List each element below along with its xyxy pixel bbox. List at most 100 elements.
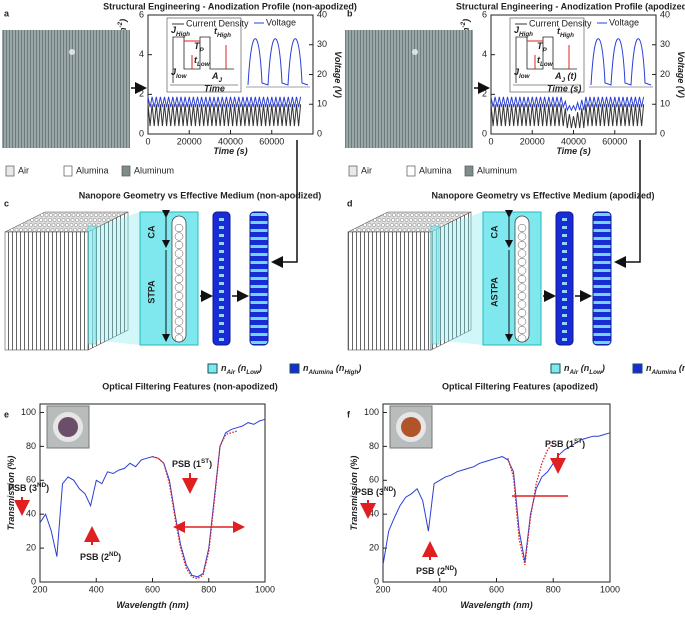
annotation: PSB (1ST) bbox=[172, 458, 212, 469]
pore-top bbox=[98, 213, 103, 217]
y2-axis-label: Voltage (V) bbox=[333, 51, 343, 98]
index-band bbox=[562, 306, 567, 309]
pore-top bbox=[89, 213, 94, 217]
text-part: ) bbox=[582, 439, 585, 449]
x-tick-label: 400 bbox=[432, 584, 447, 594]
pore-segment bbox=[174, 283, 184, 292]
pore-top bbox=[71, 213, 76, 217]
x-tick-label: 60000 bbox=[259, 136, 284, 146]
pore-segment bbox=[517, 291, 527, 301]
panel-letter: a bbox=[4, 8, 10, 18]
text-part: J bbox=[171, 67, 177, 77]
pore-top bbox=[432, 213, 437, 217]
pore-segment bbox=[174, 232, 184, 241]
text-part: ND bbox=[37, 482, 47, 489]
panel-title: Nanopore Geometry vs Effective Medium (n… bbox=[79, 190, 322, 200]
annotation: PSB (3ND) bbox=[355, 486, 396, 497]
index-band bbox=[219, 330, 224, 333]
text-part: ST bbox=[574, 438, 582, 445]
pore-top bbox=[93, 218, 97, 222]
text-part: t bbox=[537, 55, 541, 65]
text-part: A bbox=[211, 71, 219, 81]
sample-block bbox=[345, 30, 473, 148]
y2-tick-label: 40 bbox=[660, 9, 670, 19]
pore-top bbox=[73, 228, 77, 232]
x-tick-label: 40000 bbox=[561, 136, 586, 146]
pore-top bbox=[30, 218, 34, 222]
zoom-slab bbox=[430, 225, 440, 345]
pore-top bbox=[78, 223, 83, 227]
index-band bbox=[219, 314, 224, 317]
pore-segment bbox=[174, 291, 184, 301]
y-tick-label: 6 bbox=[482, 9, 487, 19]
pore-segment bbox=[517, 308, 527, 318]
index-band bbox=[562, 274, 567, 277]
annotation: PSB (2ND) bbox=[80, 551, 121, 562]
pore-top bbox=[46, 228, 50, 232]
pore-top bbox=[65, 223, 69, 227]
pore-segment bbox=[174, 308, 184, 318]
panel-letter: f bbox=[347, 409, 351, 419]
pore-segment bbox=[174, 257, 184, 267]
pore-top bbox=[373, 218, 377, 222]
x-tick-label: 0 bbox=[488, 136, 493, 146]
data-line bbox=[147, 104, 302, 127]
pore-segment bbox=[517, 232, 527, 241]
panel-letter: d bbox=[347, 198, 353, 208]
pore-top bbox=[382, 218, 386, 222]
inset-annotation: TP bbox=[537, 41, 548, 54]
pore-top bbox=[33, 223, 38, 227]
text-part: (n bbox=[676, 363, 685, 373]
pore-top bbox=[61, 218, 66, 222]
pore-top bbox=[445, 218, 449, 222]
chart-title: Structural Engineering - Anodization Pro… bbox=[456, 1, 685, 11]
x-axis-label: Time (s) bbox=[213, 146, 247, 156]
index-band bbox=[219, 218, 224, 221]
pore-top bbox=[413, 218, 418, 222]
pore-top bbox=[376, 223, 381, 227]
pore-top bbox=[426, 223, 430, 227]
index-band bbox=[219, 306, 224, 309]
legend-swatch bbox=[121, 165, 131, 177]
pore-segment bbox=[517, 240, 527, 250]
text-part: P bbox=[200, 47, 205, 54]
pore-top bbox=[403, 223, 408, 227]
inset-annotation: tHigh bbox=[214, 26, 231, 39]
y-tick-label: 6 bbox=[139, 9, 144, 19]
text-part: ND bbox=[384, 486, 394, 493]
text-part: Wavelength bbox=[460, 600, 511, 610]
x-tick-label: 800 bbox=[201, 584, 216, 594]
pore-top bbox=[80, 213, 85, 217]
x-tick-label: 20000 bbox=[520, 136, 545, 146]
legend-label: Air bbox=[18, 165, 29, 175]
y-tick-label: 100 bbox=[21, 407, 36, 417]
text-part: n bbox=[303, 363, 309, 373]
pore-segment bbox=[174, 334, 184, 343]
pore-top bbox=[371, 228, 375, 232]
pore-top bbox=[408, 223, 412, 227]
pore-top bbox=[377, 218, 382, 222]
geometry-label: CA bbox=[146, 225, 156, 238]
pore-segment bbox=[517, 266, 527, 275]
pore-top bbox=[29, 223, 33, 227]
text-part: J bbox=[562, 77, 566, 84]
pore-top bbox=[75, 218, 79, 222]
pore-top bbox=[425, 228, 429, 232]
text-part: ) bbox=[454, 566, 457, 576]
pore-top bbox=[34, 218, 39, 222]
pore-top bbox=[88, 218, 93, 222]
text-part: n bbox=[646, 363, 652, 373]
legend-label: Alumina bbox=[76, 165, 109, 175]
pore-top bbox=[446, 213, 450, 217]
y2-tick-label: 10 bbox=[317, 99, 327, 109]
pore-top bbox=[28, 228, 32, 232]
pore-segment bbox=[174, 325, 184, 335]
x-tick-label: 1000 bbox=[600, 584, 620, 594]
text-part: Low bbox=[540, 61, 554, 68]
data-line bbox=[382, 432, 611, 566]
pore-top bbox=[380, 228, 384, 232]
y-tick-label: 60 bbox=[26, 475, 36, 485]
legend-label: nAir (nLow) bbox=[564, 363, 605, 376]
text-part: (nm) bbox=[167, 600, 189, 610]
